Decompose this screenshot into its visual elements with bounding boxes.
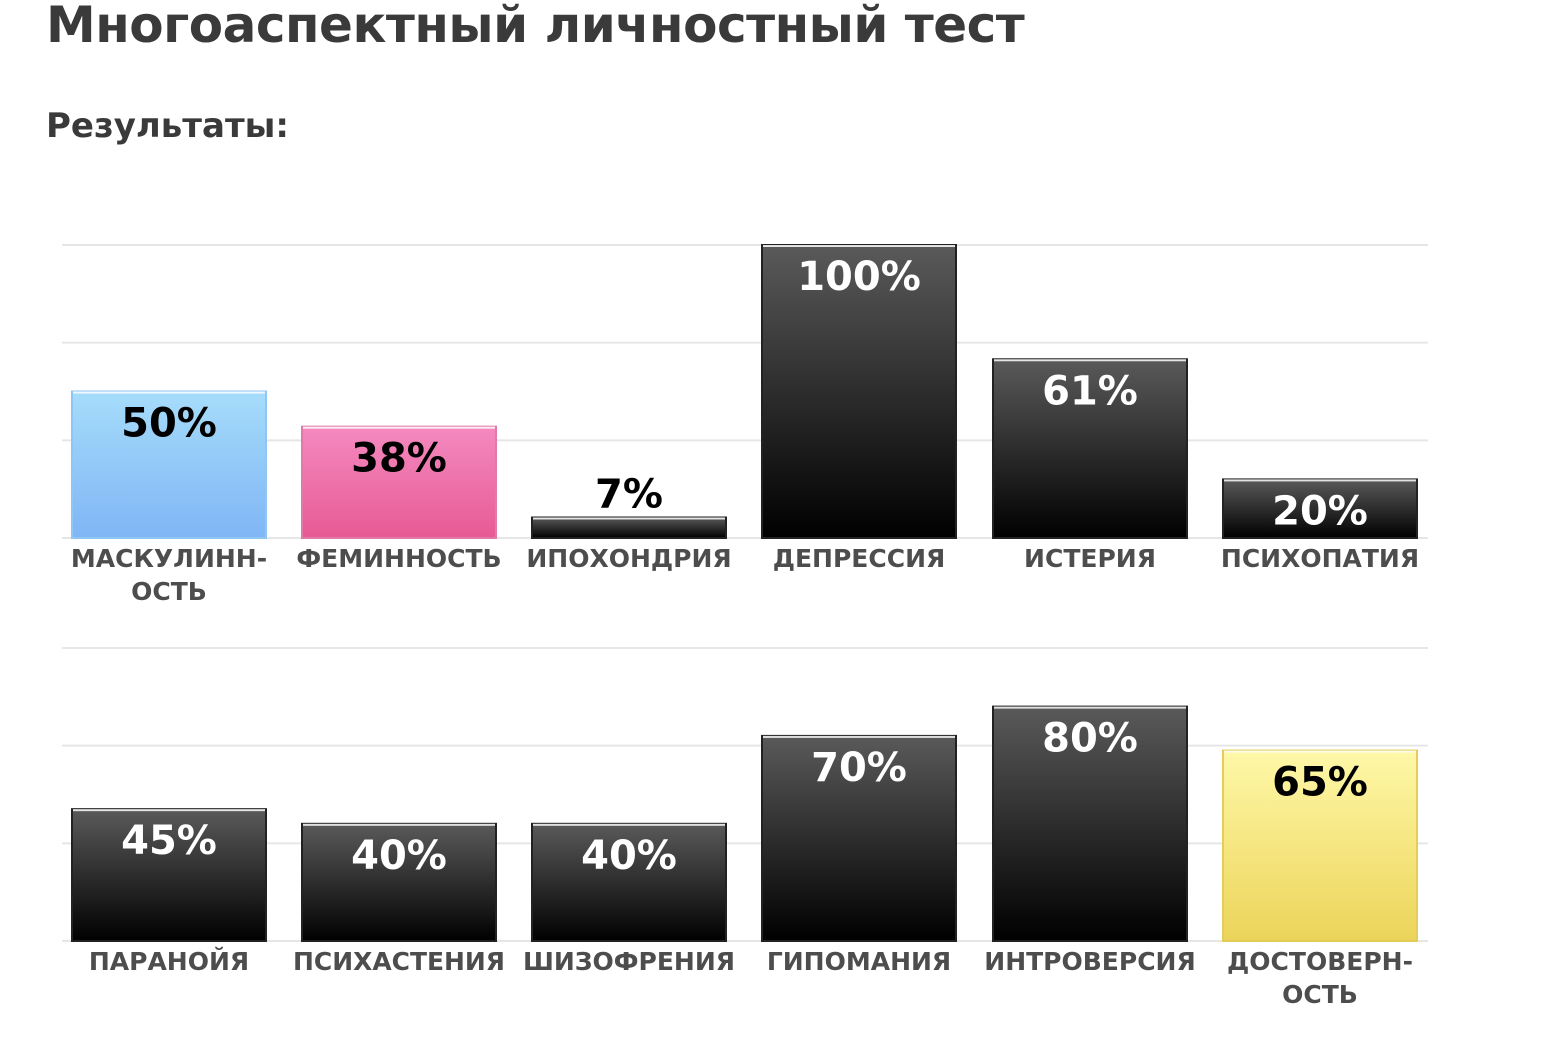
bar-highlight (994, 706, 1186, 709)
bar (1222, 478, 1418, 539)
bar-highlight (533, 517, 725, 520)
category-label: ПСИХАСТЕНИЯ (293, 947, 505, 976)
bar-highlight (303, 823, 495, 826)
bar-highlight (1224, 479, 1416, 482)
bar (71, 808, 267, 943)
bar-value-label: 7% (595, 471, 663, 517)
category-label: ФЕМИННОСТЬ (296, 544, 501, 573)
category-label: ПСИХОПАТИЯ (1221, 544, 1419, 573)
category-label: ИПОХОНДРИЯ (526, 544, 731, 573)
bar-highlight (73, 809, 265, 812)
results-heading: Результаты: (46, 106, 289, 146)
bar-value-label: 38% (351, 436, 447, 482)
bar-value-label: 45% (121, 818, 217, 864)
bar-value-label: 61% (1042, 368, 1138, 414)
category-label: ДЕПРЕССИЯ (773, 544, 946, 573)
bar-value-label: 20% (1272, 488, 1368, 534)
bar-value-label: 50% (121, 401, 217, 447)
bar (531, 822, 727, 942)
chart-panel-top: 50% МАСКУЛИНН- ОСТЬ 38% ФЕМИННОСТЬ 7% ИПОХОНДР… (62, 244, 1428, 606)
bar-value-label: 65% (1272, 760, 1368, 806)
bar (1222, 749, 1418, 942)
bar-highlight (763, 735, 955, 738)
bar-highlight (73, 391, 265, 394)
bar-value-label: 40% (351, 833, 447, 879)
category-label: ИСТЕРИЯ (1024, 544, 1156, 573)
bar-value-label: 40% (581, 833, 677, 879)
chart-panel-bottom: 45% ПАРАНОЙЯ 40% ПСИХАСТЕНИЯ 40% ШИЗОФРЕНИЯ 70… (62, 647, 1428, 1009)
bar-value-label: 70% (811, 745, 907, 791)
bar-value-label: 100% (797, 254, 921, 300)
category-label: ДОСТОВЕРН- (1227, 947, 1413, 976)
category-label: ГИПОМАНИЯ (767, 947, 951, 976)
bar-highlight (994, 359, 1186, 362)
bar-highlight (763, 245, 955, 247)
bar (992, 705, 1188, 942)
category-label: ШИЗОФРЕНИЯ (523, 947, 735, 976)
category-label: ОСТЬ (1282, 980, 1358, 1009)
bar (992, 358, 1188, 539)
category-label: ОСТЬ (131, 577, 207, 606)
bar-value-label: 80% (1042, 716, 1138, 762)
category-label: ИНТРОВЕРСИЯ (984, 947, 1195, 976)
page-title: Многоаспектный личностный тест (46, 0, 1025, 54)
bar-highlight (303, 426, 495, 429)
bar (761, 244, 957, 539)
category-label: ПАРАНОЙЯ (89, 947, 249, 976)
category-label: МАСКУЛИНН- (71, 544, 267, 573)
bar (301, 425, 497, 539)
bar-highlight (1224, 750, 1416, 753)
bar (531, 516, 727, 539)
bar (761, 734, 957, 943)
bar (301, 822, 497, 942)
bar-highlight (533, 823, 725, 826)
